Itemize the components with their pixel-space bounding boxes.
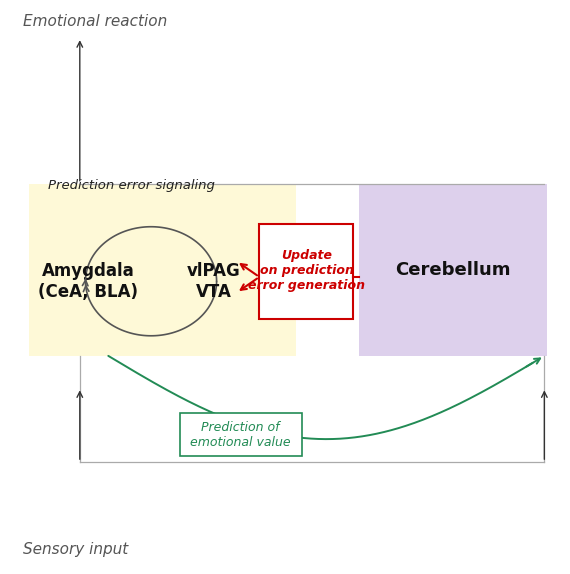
FancyBboxPatch shape	[180, 413, 302, 456]
Text: vlPAG
VTA: vlPAG VTA	[187, 262, 241, 301]
Text: Update
on prediction
error generation: Update on prediction error generation	[248, 250, 365, 292]
Text: Sensory input: Sensory input	[23, 542, 128, 557]
Text: Prediction error signaling: Prediction error signaling	[48, 179, 215, 192]
FancyBboxPatch shape	[28, 184, 296, 356]
Text: Emotional reaction: Emotional reaction	[23, 14, 167, 29]
Text: Amygdala
(CeA, BLA): Amygdala (CeA, BLA)	[38, 262, 139, 301]
FancyBboxPatch shape	[359, 184, 547, 356]
Text: Prediction of
emotional value: Prediction of emotional value	[190, 421, 291, 448]
Text: Cerebellum: Cerebellum	[396, 261, 511, 279]
FancyBboxPatch shape	[259, 224, 353, 319]
